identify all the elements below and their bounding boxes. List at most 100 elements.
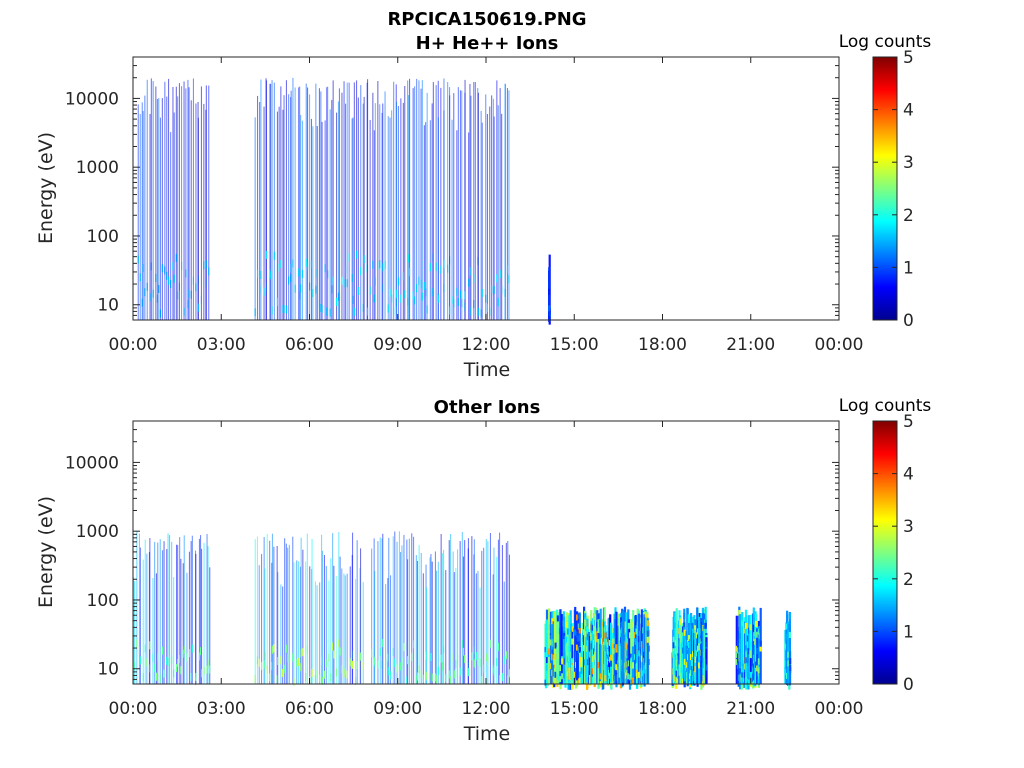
spectrogram-cell: [146, 282, 148, 291]
spectrogram-cell: [185, 269, 187, 278]
spectrogram-cell: [759, 645, 762, 652]
spectrogram-cell: [320, 304, 322, 312]
colorbar-gradient: [873, 421, 897, 684]
spectrogram-cell: [400, 662, 402, 671]
y-tick-label: 1000: [76, 522, 119, 542]
spectrogram-cell: [506, 265, 508, 274]
spectrogram-streak: [300, 537, 302, 684]
spectrogram-streak: [412, 88, 414, 320]
spectrogram-cell: [700, 683, 703, 690]
spectrogram-streak: [292, 536, 294, 684]
spectrogram-cell: [556, 674, 559, 681]
spectrogram-cell: [745, 683, 748, 690]
spectrogram-cell: [624, 628, 627, 634]
spectrogram-streak: [301, 120, 303, 320]
spectrogram-cell: [335, 668, 337, 677]
spectrogram-streak: [166, 96, 168, 320]
spectrogram-cell: [578, 640, 581, 647]
spectrogram-cell: [468, 278, 470, 287]
spectrogram-cell: [384, 260, 386, 269]
spectrogram-cell: [146, 658, 148, 667]
spectrogram-streak: [302, 549, 304, 684]
spectrogram-streak: [205, 85, 207, 321]
spectrogram-streak: [265, 80, 267, 321]
spectrogram-streak: [292, 77, 294, 321]
spectrogram-cell: [338, 639, 340, 648]
spectrogram-streak: [309, 94, 311, 321]
spectrogram-cell: [195, 672, 197, 681]
spectrogram-streak: [356, 540, 358, 684]
spectrogram-streak: [181, 86, 183, 320]
spectrogram-cell: [269, 673, 271, 682]
spectrogram-streak: [610, 622, 613, 684]
spectrogram-cell: [280, 259, 282, 268]
spectrogram-cell: [564, 681, 567, 688]
spectrogram-streak: [422, 573, 424, 684]
spectrogram-streak: [396, 101, 398, 320]
spectrogram-cell: [788, 632, 791, 638]
spectrogram-streak: [316, 585, 318, 684]
spectrogram-streak: [788, 612, 791, 684]
spectrogram-cell: [312, 289, 314, 298]
spectrogram-cell: [324, 264, 326, 273]
spectrogram-streak: [429, 120, 431, 320]
spectrogram-streak: [406, 539, 408, 684]
spectrogram-streak: [137, 104, 139, 321]
colorbar-frame: [872, 56, 898, 321]
spectrogram-cell: [133, 662, 135, 671]
spectrogram-cell: [382, 263, 384, 272]
spectrogram-cell: [192, 276, 194, 285]
spectrogram-streak: [434, 551, 436, 684]
spectrogram-cell: [574, 629, 577, 636]
spectrogram-cell: [736, 647, 740, 654]
spectrogram-streak: [621, 610, 624, 684]
spectrogram-streak: [437, 561, 439, 684]
spectrogram-cell: [418, 665, 420, 674]
spectrogram-cell: [161, 264, 163, 273]
spectrogram-cell: [579, 671, 582, 678]
x-tick-label: 00:00: [109, 699, 158, 719]
spectrogram-streak: [318, 88, 320, 320]
colorbar-tick-label: 5: [903, 48, 914, 68]
spectrogram-streak: [432, 82, 434, 320]
panel-title-h-he: H+ He++ Ions: [416, 33, 559, 54]
spectrogram-cell: [298, 268, 300, 277]
spectrogram-cell: [445, 674, 447, 683]
colorbar-h-he: Log counts 0 1 2 3 4 5: [839, 32, 932, 331]
spectrogram-streak: [179, 537, 181, 684]
spectrogram-cell: [152, 289, 154, 298]
spectrogram-streak: [630, 619, 633, 684]
spectrogram-streak: [139, 547, 141, 684]
spectrogram-cell: [735, 659, 738, 665]
spectrogram-cell: [491, 285, 493, 293]
spectrogram-cell: [343, 669, 345, 678]
spectrogram-streak: [307, 87, 309, 320]
spectrogram-cell: [788, 683, 791, 690]
spectrogram-streak: [139, 114, 141, 320]
spectrogram-streak: [185, 88, 187, 321]
activity-interval-3: [371, 531, 510, 685]
spectrogram-cell: [486, 304, 488, 312]
spectrogram-streak: [468, 132, 470, 320]
spectrogram-cell: [741, 671, 744, 678]
spectrogram-cell: [400, 294, 402, 303]
spectrogram-cell: [440, 265, 442, 274]
spectrogram-cell: [158, 285, 160, 293]
spectrogram-cell: [283, 305, 285, 314]
spectrogram-cell: [172, 262, 174, 271]
spectrogram-streak: [144, 539, 146, 684]
spectrogram-streak: [470, 95, 472, 320]
spectrogram-cell: [507, 675, 509, 684]
spectrogram-cell: [581, 624, 584, 631]
spectrogram-streak: [164, 81, 166, 320]
spectrogram-streak: [326, 87, 328, 320]
spectrogram-cell: [559, 683, 562, 690]
spectrogram-streak: [698, 616, 701, 684]
spectrogram-cell: [615, 664, 618, 671]
spectrogram-cell: [421, 292, 423, 301]
spectrogram-streak: [157, 542, 159, 684]
spectrogram-streak: [360, 548, 362, 684]
spectrogram-cell: [453, 670, 455, 679]
spectrogram-cell: [548, 316, 551, 322]
